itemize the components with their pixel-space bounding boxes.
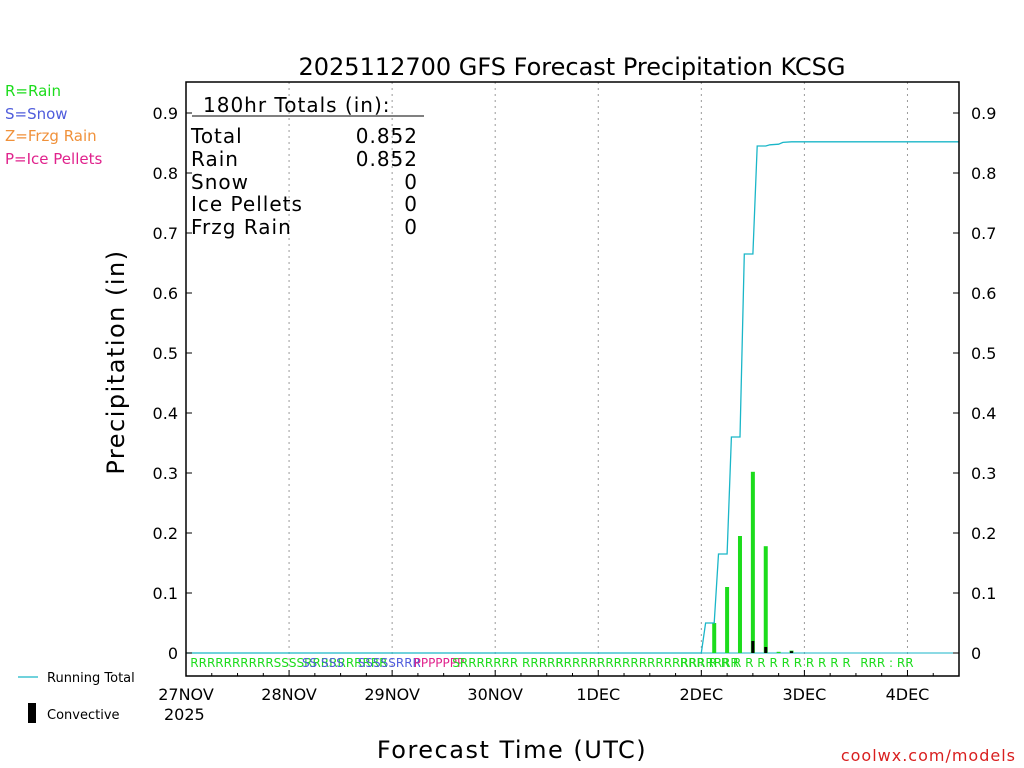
ptype-label: PPPPPPP bbox=[414, 656, 465, 670]
precip-bar bbox=[737, 536, 742, 653]
legend-ice-pellets: P=Ice Pellets bbox=[5, 150, 102, 168]
precip-bar bbox=[750, 471, 755, 653]
axes bbox=[185, 81, 960, 677]
y-tick-label-right: 0.2 bbox=[971, 524, 996, 543]
y-tick-label-right: 0.3 bbox=[971, 464, 996, 483]
totals-label-snow: Snow bbox=[191, 170, 249, 194]
y-tick-label-right: 0.9 bbox=[971, 104, 996, 123]
series-legend: Running Total Convective bbox=[18, 671, 135, 723]
y-axis-label: Precipitation (in) bbox=[102, 249, 130, 474]
totals-label-total: Total bbox=[190, 124, 243, 148]
totals-label-rain: Rain bbox=[191, 147, 239, 171]
convective-bar bbox=[790, 651, 794, 653]
y-tick-label-left: 0.7 bbox=[153, 224, 178, 243]
x-tick-label: 1DEC bbox=[576, 685, 620, 704]
precip-bars bbox=[712, 471, 794, 653]
y-tick-label-left: 0.2 bbox=[153, 524, 178, 543]
legend-snow: S=Snow bbox=[5, 105, 68, 123]
running-total-line bbox=[186, 141, 959, 654]
precip-bar bbox=[725, 587, 730, 653]
y-tick-label-left: 0.1 bbox=[153, 584, 178, 603]
y-tick-label-right: 0.5 bbox=[971, 344, 996, 363]
ptype-label: RRRRRRRRRRRRRRRRRRRRRR bbox=[555, 656, 738, 670]
precip-bar bbox=[763, 546, 768, 653]
legend-frzg-rain: Z=Frzg Rain bbox=[5, 127, 97, 145]
legend-rain: R=Rain bbox=[5, 82, 61, 100]
convective-bar bbox=[751, 641, 755, 653]
y-tick-label-right: 0.6 bbox=[971, 284, 996, 303]
legend-convective: Convective bbox=[47, 708, 120, 723]
y-tick-label-left: 0 bbox=[168, 644, 178, 663]
y-tick-label-right: 0.4 bbox=[971, 404, 996, 423]
totals-header: 180hr Totals (in): bbox=[203, 93, 391, 117]
x-tick-label: 3DEC bbox=[783, 685, 827, 704]
y-tick-label-left: 0.9 bbox=[153, 104, 178, 123]
ptype-label: RRR : RR bbox=[860, 656, 913, 670]
totals-value-ice-pellets: 0 bbox=[404, 192, 418, 216]
totals-label-frzg-rain: Frzg Rain bbox=[191, 215, 292, 239]
x-ticks: 27NOV 28NOV 29NOV 30NOV 1DEC 2DEC 3DEC 4DEC bbox=[158, 670, 934, 704]
year-label: 2025 bbox=[164, 705, 205, 724]
running-total-series bbox=[186, 141, 959, 654]
x-tick-label: 28NOV bbox=[261, 685, 317, 704]
convective-bar bbox=[764, 647, 768, 653]
totals-value-frzg-rain: 0 bbox=[404, 215, 418, 239]
totals-value-rain: 0.852 bbox=[356, 147, 418, 171]
y-ticks: 0 00.1 0.10.2 0.20.3 0.30.4 0.40.5 0.50.6 0.60.… bbox=[153, 104, 997, 663]
y-tick-label-right: 0 bbox=[971, 644, 981, 663]
ptype-label: SSSSSRRR bbox=[358, 656, 421, 670]
y-tick-label-right: 0.8 bbox=[971, 164, 996, 183]
ptype-legend: R=Rain S=Snow Z=Frzg Rain P=Ice Pellets bbox=[5, 82, 102, 168]
precip-bar bbox=[776, 651, 781, 653]
totals-label-ice-pellets: Ice Pellets bbox=[191, 192, 303, 216]
convective-swatch bbox=[28, 703, 36, 723]
y-tick-label-right: 0.1 bbox=[971, 584, 996, 603]
totals-box: 180hr Totals (in): Total 0.852 Rain 0.85… bbox=[190, 93, 424, 239]
grid-lines bbox=[186, 82, 959, 676]
x-tick-label: 2DEC bbox=[679, 685, 723, 704]
y-tick-label-right: 0.7 bbox=[971, 224, 996, 243]
y-tick-label-left: 0.5 bbox=[153, 344, 178, 363]
x-tick-label: 30NOV bbox=[467, 685, 523, 704]
credit-text: coolwx.com/models bbox=[841, 746, 1016, 765]
totals-value-snow: 0 bbox=[404, 170, 418, 194]
ptype-label: SS SSS bbox=[302, 656, 344, 670]
ptype-label: RRR R R R R R R R R R R R R bbox=[680, 656, 851, 670]
y-tick-label-left: 0.3 bbox=[153, 464, 178, 483]
y-tick-label-left: 0.6 bbox=[153, 284, 178, 303]
plot-frame bbox=[185, 81, 960, 677]
x-tick-label: 27NOV bbox=[158, 685, 214, 704]
y-tick-label-left: 0.4 bbox=[153, 404, 178, 423]
totals-value-total: 0.852 bbox=[356, 124, 418, 148]
chart-title: 2025112700 GFS Forecast Precipitation KC… bbox=[298, 53, 845, 81]
x-tick-label: 29NOV bbox=[364, 685, 420, 704]
y-tick-label-left: 0.8 bbox=[153, 164, 178, 183]
legend-running-total: Running Total bbox=[47, 671, 135, 686]
precip-bar bbox=[712, 623, 717, 653]
ptype-label: SRRRRRRR RRRRR bbox=[452, 656, 564, 670]
x-axis-label: Forecast Time (UTC) bbox=[377, 736, 647, 764]
ptype-label: RRRRRRRRRRSSSSRRRRRRRRRR bbox=[190, 656, 387, 670]
x-tick-label: 4DEC bbox=[886, 685, 930, 704]
